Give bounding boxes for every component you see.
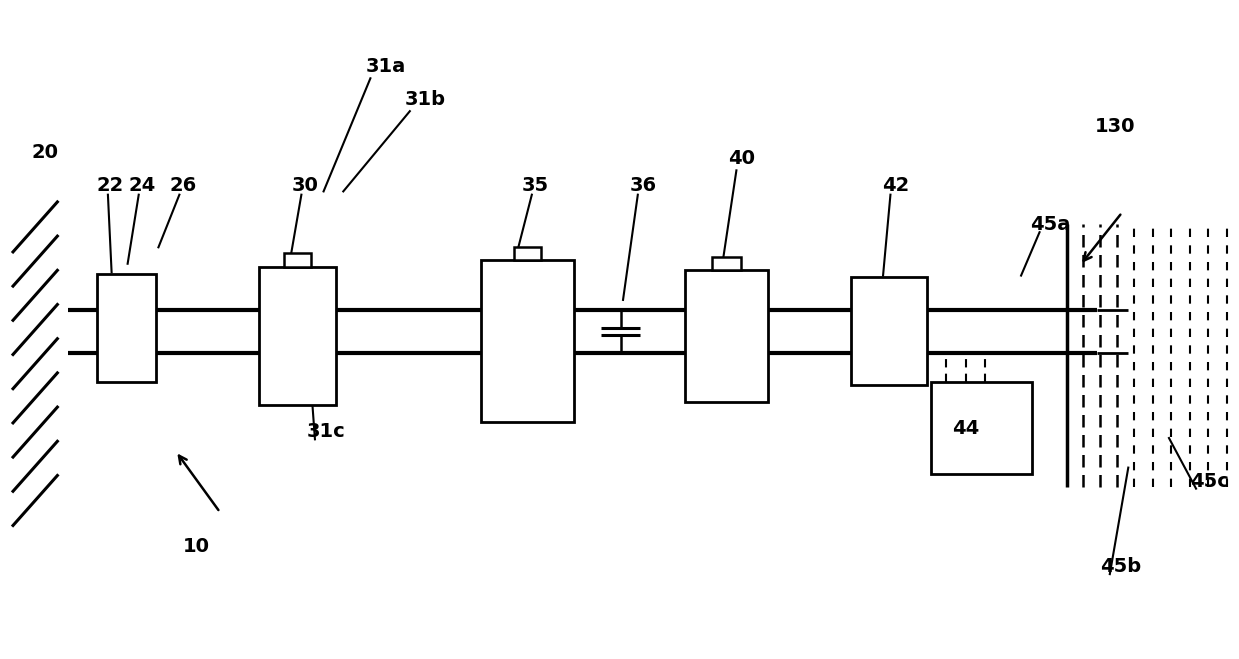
Text: 24: 24 bbox=[129, 176, 156, 194]
Text: 40: 40 bbox=[727, 150, 755, 169]
Text: 20: 20 bbox=[31, 143, 58, 162]
Text: 36: 36 bbox=[629, 176, 657, 194]
Text: 44: 44 bbox=[952, 419, 979, 438]
Text: 10: 10 bbox=[183, 537, 211, 556]
Text: 31b: 31b bbox=[405, 90, 446, 109]
Bar bbox=[259, 267, 336, 405]
Text: 45c: 45c bbox=[1189, 472, 1229, 490]
Text: 31c: 31c bbox=[306, 422, 346, 442]
Bar bbox=[685, 270, 768, 402]
Bar bbox=[481, 260, 574, 422]
Bar bbox=[284, 252, 311, 267]
Text: 30: 30 bbox=[291, 176, 318, 194]
Bar bbox=[514, 247, 541, 260]
Text: 35: 35 bbox=[522, 176, 549, 194]
Text: 26: 26 bbox=[170, 176, 197, 194]
Text: 45a: 45a bbox=[1030, 215, 1070, 234]
Text: 45b: 45b bbox=[1100, 557, 1141, 576]
Text: 22: 22 bbox=[97, 176, 124, 194]
Bar bbox=[712, 257, 741, 270]
Bar bbox=[851, 277, 928, 386]
Text: 42: 42 bbox=[882, 176, 909, 194]
Text: 31a: 31a bbox=[366, 57, 405, 76]
Bar bbox=[97, 273, 156, 382]
Text: 130: 130 bbox=[1095, 117, 1135, 136]
Bar bbox=[932, 382, 1032, 474]
